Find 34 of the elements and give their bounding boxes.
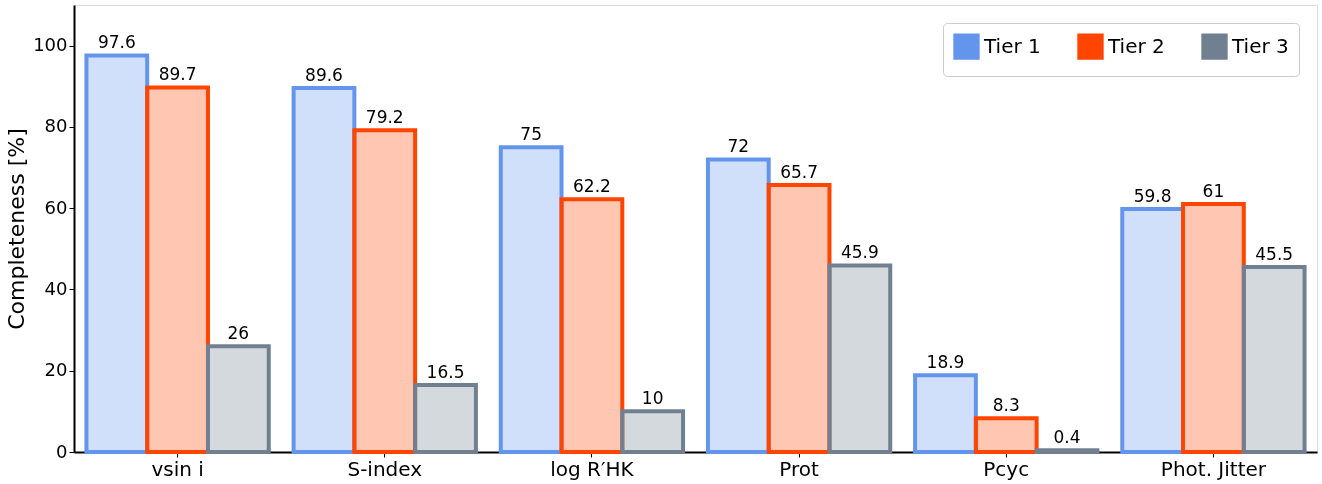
y-tick-label: 80 (44, 115, 68, 137)
data-label: 0.4 (1053, 427, 1081, 448)
x-tick-label: Pcyc (983, 456, 1030, 481)
y-tick-label: 20 (44, 359, 68, 381)
data-label: 62.2 (572, 176, 611, 197)
data-label: 45.5 (1255, 244, 1294, 265)
y-tick-label: 100 (33, 34, 68, 56)
data-label: 61 (1202, 181, 1225, 202)
y-tick-label: 40 (44, 277, 68, 299)
x-tick-label: log R′HK (550, 456, 635, 481)
data-label: 97.6 (97, 32, 136, 53)
legend-label: Tier 3 (1231, 33, 1289, 58)
data-label: 10 (641, 388, 664, 409)
data-label: 26 (227, 323, 250, 344)
legend-label: Tier 2 (1107, 33, 1165, 58)
x-tick-label: Phot. Jitter (1160, 456, 1267, 481)
x-tick-label: S-index (347, 456, 423, 481)
y-tick-label: 0 (56, 440, 68, 462)
data-label: 18.9 (926, 352, 965, 373)
data-label: 79.2 (365, 107, 404, 128)
data-label: 75 (520, 124, 542, 145)
legend-label: Tier 1 (983, 33, 1041, 58)
data-label: 89.7 (158, 64, 197, 85)
data-label: 72 (727, 136, 750, 157)
data-label: 59.8 (1133, 185, 1172, 206)
data-label: 16.5 (426, 361, 465, 382)
y-tick-label: 60 (44, 196, 68, 218)
data-label: 65.7 (780, 162, 819, 183)
data-label: 8.3 (992, 395, 1020, 416)
data-label: 89.6 (305, 64, 343, 85)
y-axis-title: Completeness [%] (4, 128, 30, 330)
x-tick-label: Prot (779, 456, 820, 481)
data-label: 45.9 (840, 242, 879, 263)
x-tick-label: vsin i (151, 456, 204, 481)
